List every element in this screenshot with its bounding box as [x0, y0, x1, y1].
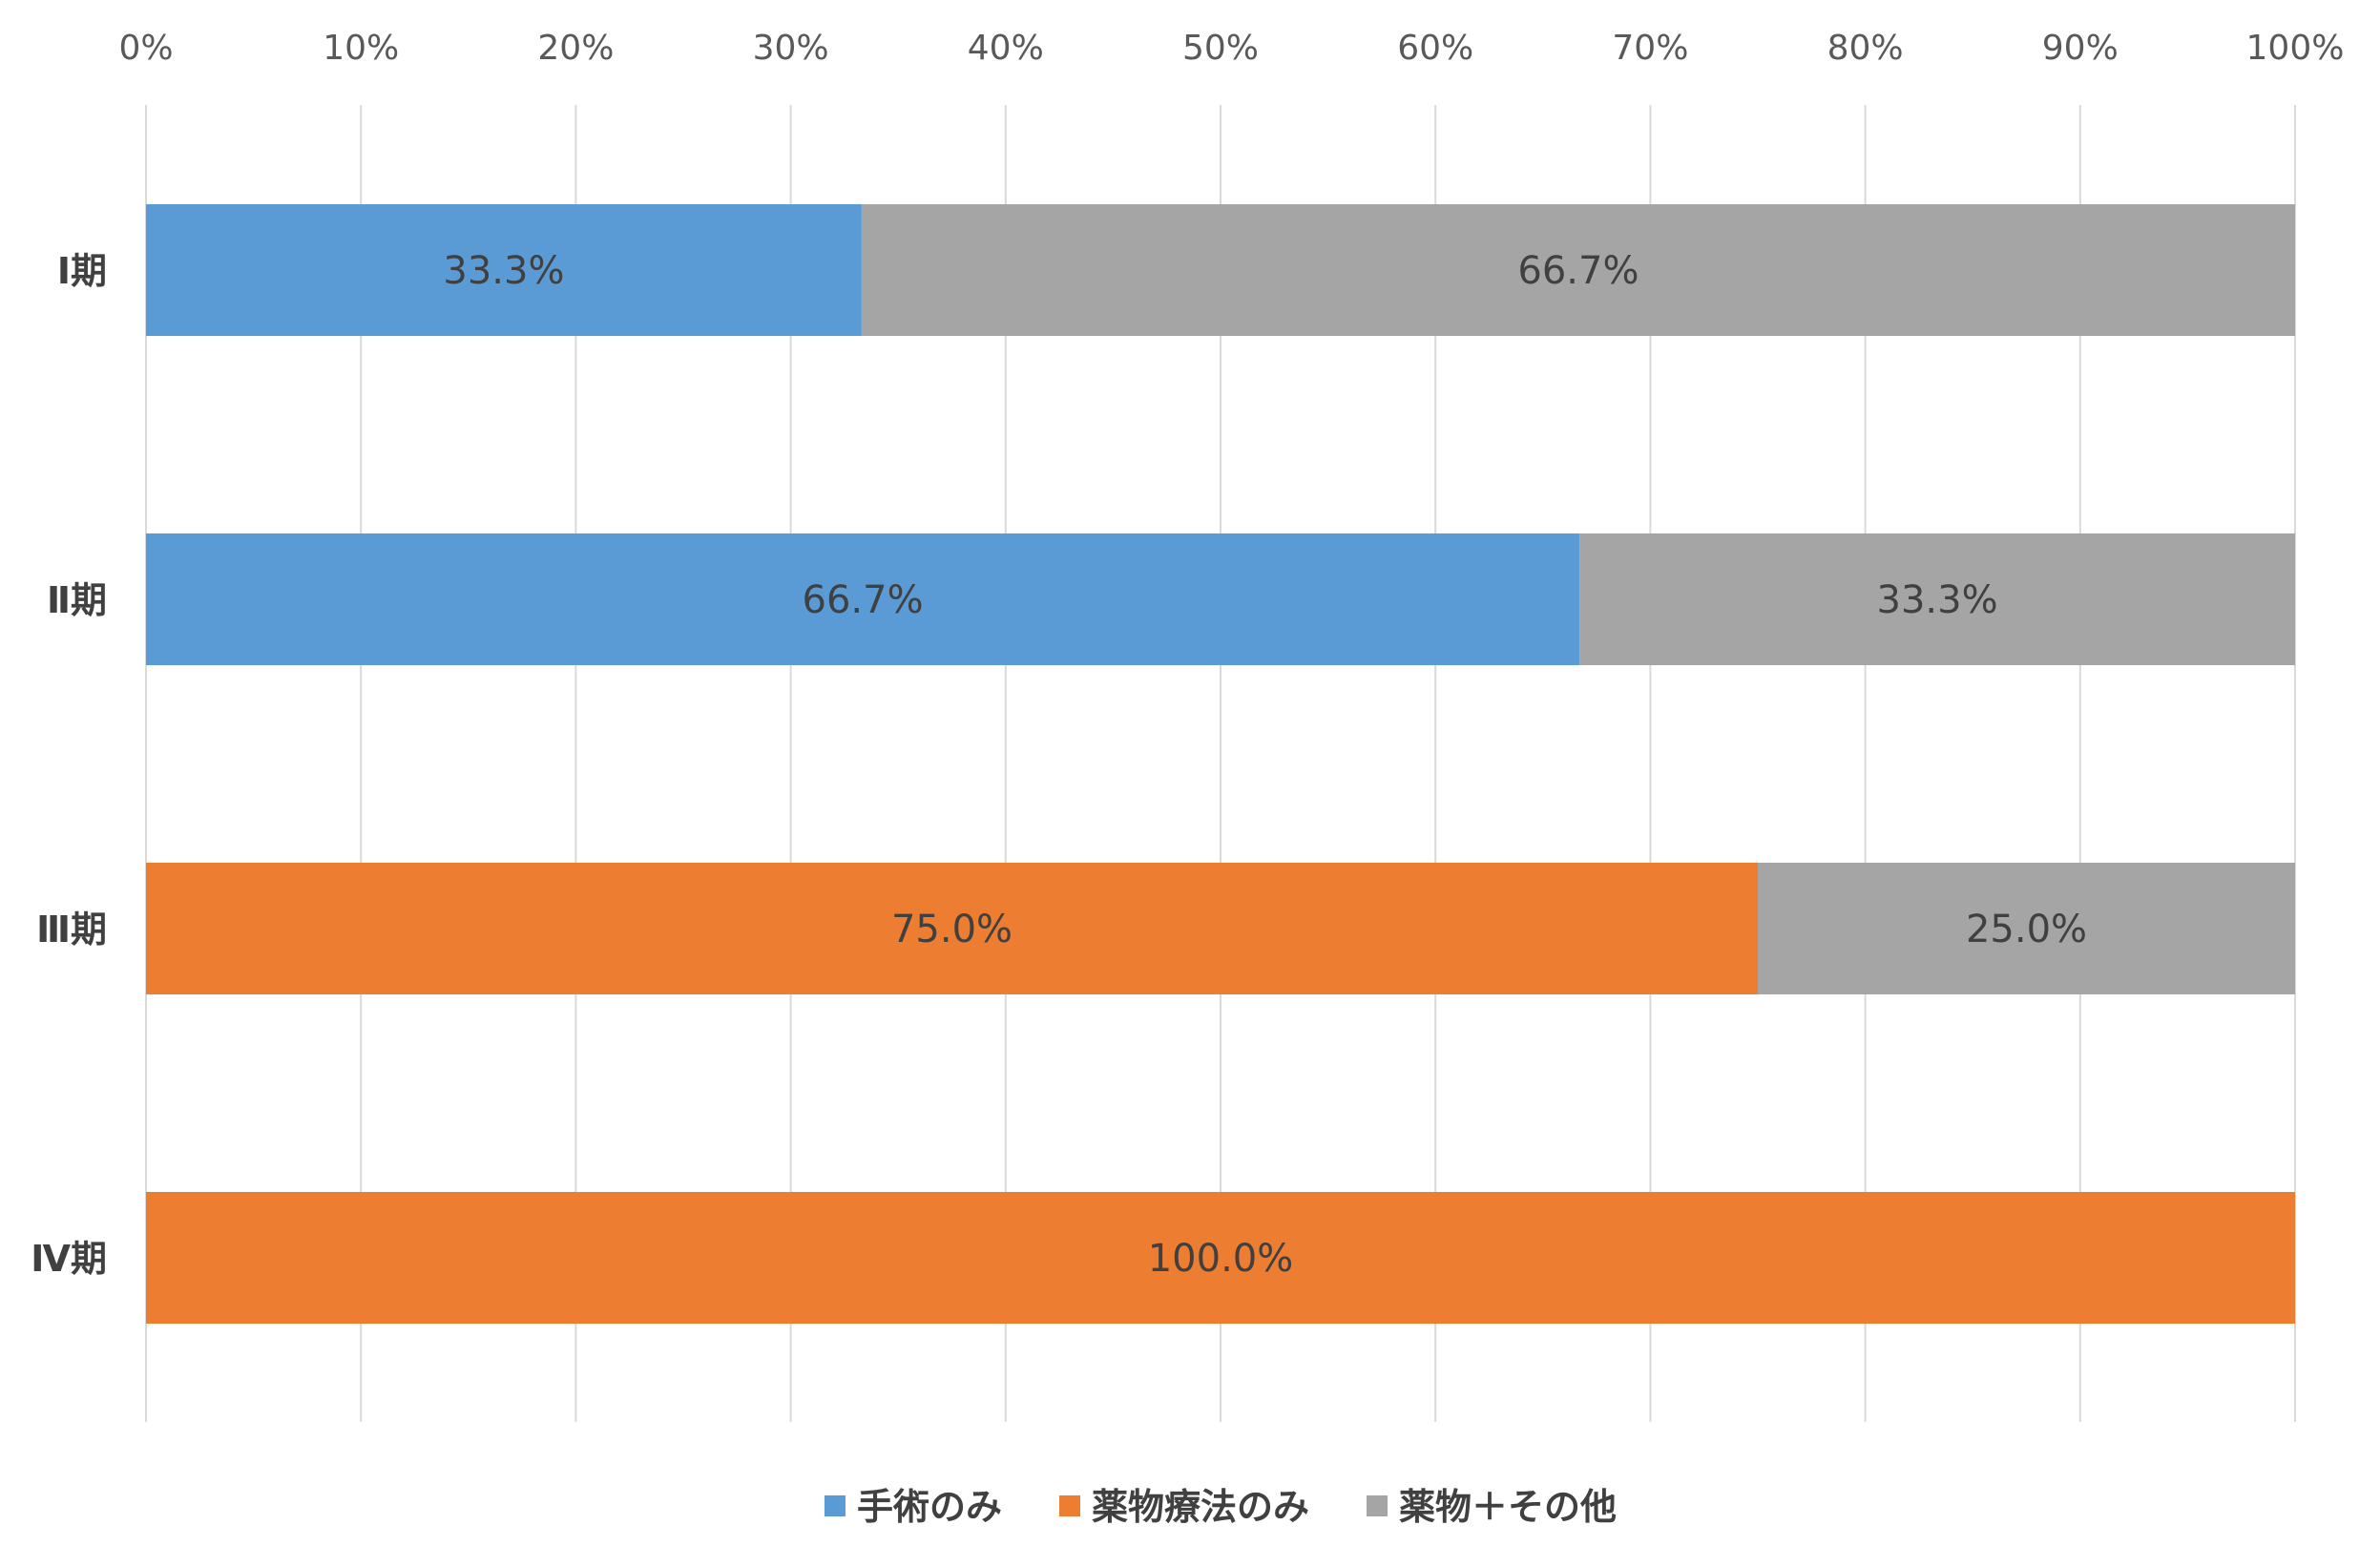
x-tick-label: 50%	[1182, 29, 1259, 68]
data-label: 33.3%	[1877, 578, 1998, 622]
data-label: 33.3%	[443, 249, 564, 293]
category-label: Ⅱ期	[47, 579, 107, 621]
x-tick-label: 100%	[2246, 29, 2345, 68]
category-label: Ⅲ期	[36, 909, 107, 951]
data-label: 100.0%	[1148, 1237, 1294, 1281]
data-label: 75.0%	[891, 908, 1013, 951]
x-tick-label: 70%	[1612, 29, 1688, 68]
category-layer: Ⅰ期 Ⅱ期 Ⅲ期 Ⅳ期	[31, 250, 107, 1280]
x-tick-label: 0%	[118, 29, 173, 68]
x-tick-label: 40%	[968, 29, 1044, 68]
x-tick-label: 60%	[1397, 29, 1473, 68]
bar-segment	[146, 533, 1580, 665]
tick-layer: 0% 10% 20% 30% 40% 50% 60% 70% 80% 90% 100%	[118, 29, 2344, 68]
legend-swatch	[1058, 1495, 1080, 1516]
legend-label: 薬物療法のみ	[1092, 1486, 1309, 1528]
legend-item: 手術のみ	[824, 1486, 1002, 1528]
x-tick-label: 20%	[537, 29, 614, 68]
legend-label: 薬物＋その他	[1399, 1486, 1617, 1528]
legend: 手術のみ 薬物療法のみ 薬物＋その他	[824, 1486, 1617, 1528]
legend-item: 薬物療法のみ	[1058, 1486, 1309, 1528]
x-tick-label: 90%	[2042, 29, 2119, 68]
data-label: 66.7%	[803, 578, 924, 622]
category-label: Ⅰ期	[57, 250, 107, 292]
bar-layer: 33.3% 66.7% 66.7% 33.3% 75.0% 25.0% 100.0%	[146, 204, 2295, 1324]
bar-segment	[1579, 533, 2295, 665]
data-label: 66.7%	[1517, 249, 1639, 293]
bar-segment	[1758, 863, 2295, 994]
legend-swatch	[1367, 1495, 1388, 1516]
bar-segment	[146, 863, 1758, 994]
bar-segment	[146, 204, 862, 336]
x-tick-label: 30%	[753, 29, 829, 68]
bar-segment	[861, 204, 2295, 336]
legend-swatch	[824, 1495, 846, 1516]
category-label: Ⅳ期	[31, 1238, 107, 1280]
data-label: 25.0%	[1966, 908, 2087, 951]
legend-item: 薬物＋その他	[1367, 1486, 1617, 1528]
x-tick-label: 80%	[1827, 29, 1904, 68]
bar-segment	[146, 1192, 2295, 1324]
legend-label: 手術のみ	[857, 1486, 1002, 1528]
x-tick-label: 10%	[323, 29, 399, 68]
